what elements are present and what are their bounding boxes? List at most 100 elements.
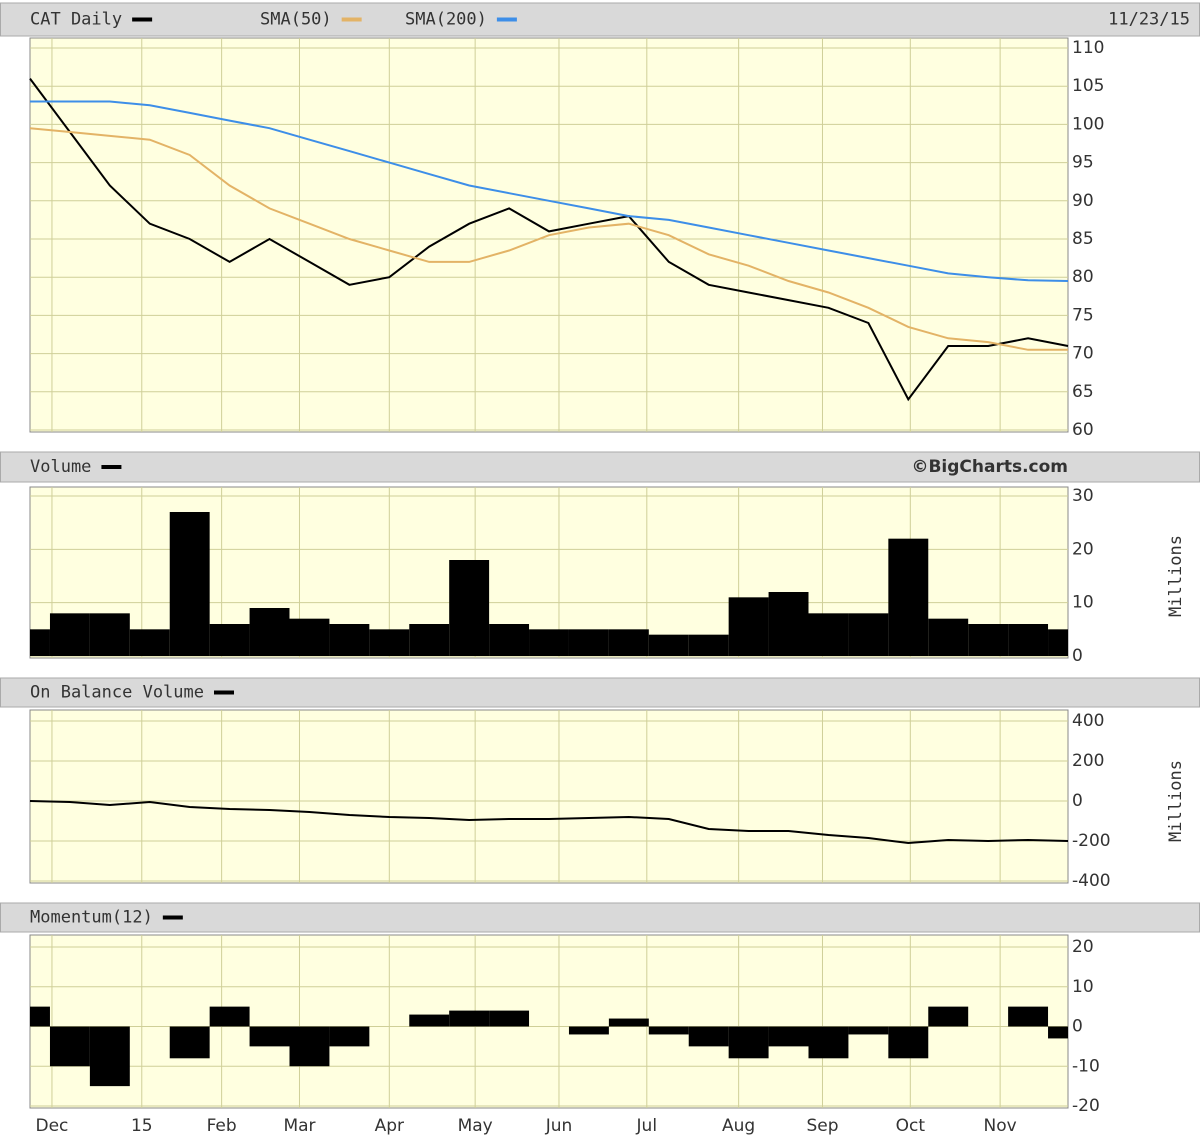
bar bbox=[808, 1026, 849, 1059]
y-tick-label: -20 bbox=[1072, 1096, 1100, 1116]
bar bbox=[30, 629, 50, 656]
legend-label: Volume bbox=[30, 457, 91, 477]
bar bbox=[568, 629, 609, 656]
y-tick-label: 90 bbox=[1072, 191, 1094, 211]
x-tick-label: Oct bbox=[896, 1116, 926, 1136]
x-tick-label: Feb bbox=[207, 1116, 237, 1136]
x-tick-label: Mar bbox=[283, 1116, 315, 1136]
bar bbox=[728, 1026, 769, 1059]
bar bbox=[289, 1026, 330, 1067]
bar bbox=[329, 624, 370, 656]
bar bbox=[209, 1006, 250, 1027]
y-tick-label: -10 bbox=[1072, 1056, 1100, 1076]
series-line bbox=[29, 127, 1068, 351]
bar bbox=[529, 629, 569, 656]
x-tick-label: Sep bbox=[806, 1116, 838, 1136]
panel-header bbox=[0, 677, 1200, 708]
bar bbox=[1008, 624, 1049, 656]
y-tick-label: 110 bbox=[1072, 38, 1104, 58]
x-tick-label: Dec bbox=[36, 1116, 69, 1136]
bar bbox=[30, 1006, 50, 1027]
bar bbox=[329, 1026, 370, 1047]
source: ©BigCharts.com bbox=[911, 457, 1068, 477]
y-tick-label: 95 bbox=[1072, 153, 1094, 173]
panel-header bbox=[0, 451, 1200, 483]
x-tick-label: 15 bbox=[131, 1116, 153, 1136]
bar bbox=[568, 1026, 609, 1035]
bar bbox=[449, 560, 490, 656]
y-tick-label: 75 bbox=[1072, 305, 1094, 325]
y-tick-label: 20 bbox=[1072, 539, 1094, 559]
y-tick-label: -400 bbox=[1072, 871, 1111, 891]
bar bbox=[688, 1026, 729, 1047]
y-tick-label: 105 bbox=[1072, 76, 1104, 96]
y-tick-label: 30 bbox=[1072, 486, 1094, 506]
y-tick-label: 65 bbox=[1072, 382, 1094, 402]
x-tick-label: Jul bbox=[636, 1116, 658, 1136]
bar bbox=[409, 1014, 450, 1027]
legend-label: CAT Daily bbox=[30, 10, 122, 30]
bar bbox=[928, 1006, 969, 1027]
bar bbox=[49, 1026, 90, 1067]
bar bbox=[249, 608, 290, 656]
x-tick-label: May bbox=[458, 1116, 493, 1136]
series-line bbox=[29, 78, 1069, 402]
bar bbox=[648, 634, 689, 656]
bar bbox=[648, 1026, 689, 1035]
bar bbox=[888, 1026, 929, 1059]
y-tick-label: 400 bbox=[1072, 711, 1104, 731]
bar bbox=[169, 512, 210, 656]
y-tick-label: 20 bbox=[1072, 937, 1094, 957]
y-tick-label: 10 bbox=[1072, 593, 1094, 613]
plot-area bbox=[29, 709, 1069, 884]
y-tick-label: -200 bbox=[1072, 831, 1111, 851]
series-line bbox=[30, 100, 1069, 282]
y-tick-label: 85 bbox=[1072, 229, 1094, 249]
series-line bbox=[29, 800, 1069, 845]
bar bbox=[489, 624, 530, 656]
bar bbox=[1008, 1006, 1049, 1027]
y-tick-label: 0 bbox=[1072, 791, 1083, 811]
bar bbox=[688, 634, 729, 656]
bar bbox=[49, 613, 90, 656]
bar bbox=[1048, 1026, 1068, 1039]
bar bbox=[848, 613, 889, 656]
bar bbox=[209, 624, 250, 656]
y-tick-label: 0 bbox=[1072, 1017, 1083, 1037]
y-tick-label: 200 bbox=[1072, 751, 1104, 771]
bar bbox=[129, 629, 170, 656]
bar bbox=[808, 613, 849, 656]
y-tick-label: 10 bbox=[1072, 977, 1094, 997]
panel-header bbox=[0, 902, 1200, 933]
legend-label: SMA(50) bbox=[260, 10, 332, 30]
bar bbox=[968, 624, 1009, 656]
bar bbox=[768, 592, 809, 656]
bar bbox=[409, 624, 450, 656]
y-axis-label: Millions bbox=[1166, 535, 1186, 617]
y-tick-label: 70 bbox=[1072, 344, 1094, 364]
bar bbox=[89, 1026, 130, 1087]
x-tick-label: Apr bbox=[375, 1116, 404, 1136]
bar bbox=[289, 618, 330, 656]
plot-area bbox=[29, 934, 1069, 1109]
date: 11/23/15 bbox=[1108, 10, 1190, 30]
bar bbox=[608, 1018, 649, 1027]
x-tick-label: Nov bbox=[984, 1116, 1017, 1136]
bar bbox=[1048, 629, 1068, 656]
y-tick-label: 0 bbox=[1072, 646, 1083, 666]
bar bbox=[848, 1026, 889, 1035]
bar bbox=[89, 613, 130, 656]
bar bbox=[768, 1026, 809, 1047]
bar bbox=[169, 1026, 210, 1059]
x-tick-label: Jun bbox=[545, 1116, 573, 1136]
y-tick-label: 100 bbox=[1072, 114, 1104, 134]
panel-header bbox=[0, 2, 1200, 37]
bar bbox=[608, 629, 649, 656]
legend-label: SMA(200) bbox=[405, 10, 487, 30]
legend-label: Momentum(12) bbox=[30, 908, 153, 928]
x-tick-label: Aug bbox=[722, 1116, 755, 1136]
bar bbox=[489, 1010, 530, 1027]
y-axis-label: Millions bbox=[1166, 760, 1186, 842]
